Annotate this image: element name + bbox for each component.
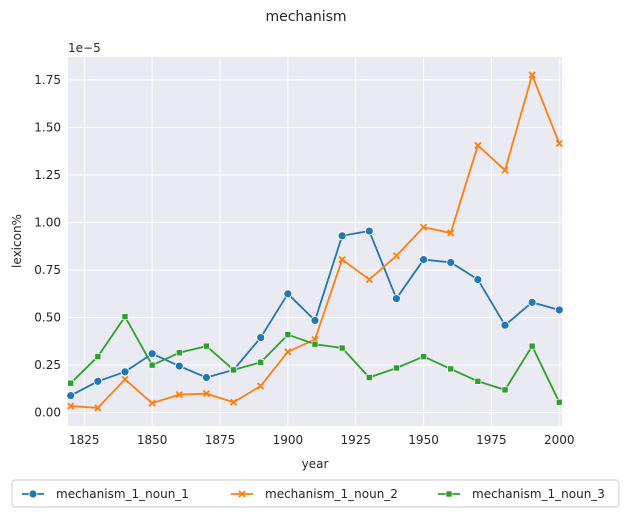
tick-labels: 1825 1850 1875 1900 1925 1950 1975 2000 0.00 0.25… [34, 73, 574, 447]
data-point [148, 399, 156, 407]
data-point [337, 231, 347, 241]
data-point [528, 342, 536, 350]
x-tick-label: 1925 [340, 433, 371, 447]
data-point [148, 361, 156, 369]
data-point [419, 223, 428, 231]
data-point [338, 344, 346, 352]
data-point [310, 316, 320, 325]
data-point [554, 305, 564, 315]
data-point [501, 166, 509, 174]
data-point [311, 340, 319, 348]
data-point [175, 349, 183, 357]
y-tick-label: 0.50 [34, 311, 61, 325]
data-point [338, 255, 346, 264]
legend-label: mechanism_1_noun_2 [265, 487, 398, 501]
plot-area [68, 57, 562, 426]
y-tick-label: 1.25 [34, 168, 61, 182]
legend-entry: mechanism_1_noun_3 [438, 487, 605, 501]
grid-lines [68, 57, 562, 426]
data-point [93, 376, 103, 386]
data-point [420, 353, 427, 360]
legend-label: mechanism_1_noun_3 [472, 487, 605, 501]
data-point [202, 373, 211, 382]
data-point [175, 390, 183, 399]
y-offset-label: 1e−5 [68, 41, 101, 55]
legend-entry: mechanism_1_noun_1 [22, 487, 189, 501]
legend-box [11, 479, 620, 508]
legend-entry: mechanism_1_noun_2 [231, 487, 398, 501]
y-tick-label: 1.00 [34, 215, 61, 229]
x-tick-label: 1950 [408, 433, 439, 447]
data-point [120, 367, 130, 377]
data-point [257, 358, 265, 366]
x-axis-label: year [302, 457, 329, 471]
y-tick-label: 0.00 [34, 406, 61, 420]
data-point [392, 252, 401, 260]
data-point [447, 229, 455, 237]
data-point [174, 361, 184, 371]
data-point [203, 342, 210, 350]
data-point [121, 375, 129, 384]
data-point [94, 404, 102, 412]
data-point [446, 258, 456, 267]
data-point [66, 391, 76, 400]
data-point [555, 139, 563, 148]
data-point [284, 331, 292, 339]
data-point [284, 348, 292, 356]
data-point [365, 374, 373, 381]
x-tick-label: 2000 [544, 433, 575, 447]
data-point [555, 398, 563, 406]
data-point [67, 402, 75, 410]
data-point [473, 275, 483, 284]
data-point [474, 141, 482, 150]
data-point [419, 255, 428, 264]
y-tick-label: 1.50 [34, 120, 61, 134]
data-point [230, 366, 237, 374]
data-point [528, 71, 536, 79]
data-point [474, 378, 482, 385]
x-tick-label: 1850 [137, 433, 168, 447]
legend-marker [28, 489, 38, 499]
data-point [500, 320, 510, 330]
y-axis-label: lexicon% [10, 214, 24, 268]
data-point [365, 275, 373, 284]
data-point [202, 390, 211, 398]
chart-title: mechanism [265, 9, 346, 25]
y-tick-label: 1.75 [34, 73, 61, 87]
data-point [364, 226, 374, 236]
legend-marker [238, 490, 246, 498]
series-mechanism_1_noun_1 [66, 226, 564, 400]
data-point [94, 353, 102, 360]
data-point [147, 349, 157, 359]
data-point [256, 333, 266, 342]
legend-marker [445, 490, 453, 498]
data-point [121, 313, 129, 320]
data-point [392, 294, 401, 303]
x-tick-label: 1825 [69, 433, 100, 447]
data-point [447, 365, 455, 373]
y-tick-label: 0.75 [34, 263, 61, 277]
legend-label: mechanism_1_noun_1 [56, 487, 189, 501]
data-point [257, 382, 265, 390]
data-point [501, 386, 509, 394]
x-tick-label: 1875 [205, 433, 236, 447]
data-point [283, 289, 293, 299]
x-tick-label: 1975 [476, 433, 507, 447]
series-mechanism_1_noun_3 [67, 313, 563, 406]
x-tick-label: 1900 [273, 433, 304, 447]
data-point [67, 379, 75, 387]
data-point [229, 398, 238, 406]
data-point [527, 297, 537, 307]
data-point [393, 364, 400, 372]
legend: mechanism_1_noun_1 mechanism_1_noun_2 mech… [11, 479, 620, 508]
series-layer [66, 71, 564, 412]
y-tick-label: 0.25 [34, 358, 61, 372]
